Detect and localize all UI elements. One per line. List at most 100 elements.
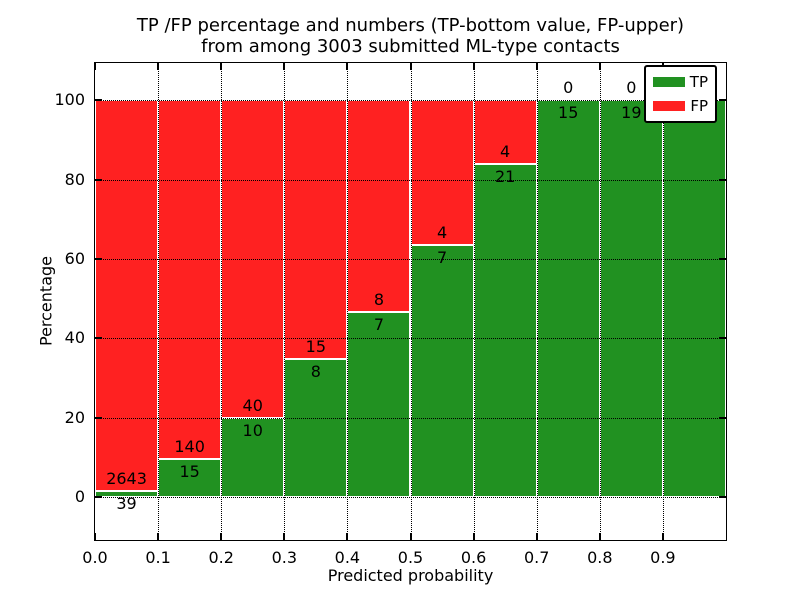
legend-entry-fp: FP [646,96,715,115]
bar-segment-fp [410,100,474,245]
x-tick-mark [157,63,160,70]
x-gridline [536,63,538,540]
fp-count-label: 0 [626,78,637,98]
tp-count-label: 21 [494,166,516,186]
tp-count-label: 15 [558,103,579,123]
bar-segment-tp [662,100,726,497]
x-gridline [599,63,601,540]
x-tick-mark [409,533,412,540]
y-tick-label: 100 [54,90,85,110]
x-gridline [347,63,349,540]
y-tick-label: 0 [74,487,85,506]
x-tick-mark [598,533,601,540]
x-gridline [473,63,475,540]
y-tick-mark [95,99,102,102]
y-tick-label: 60 [64,248,85,268]
fp-count-label: 140 [174,436,205,456]
y-tick-mark [719,178,726,181]
chart-title-line1: TP /FP percentage and numbers (TP-bottom… [136,15,685,36]
x-tick-mark [661,533,664,540]
x-tick-mark [94,533,96,540]
x-tick-mark [535,63,538,70]
y-tick-mark [719,496,726,498]
x-tick-label: 0.2 [208,548,234,567]
bar-segment-tp [410,244,474,497]
legend-swatch-tp-icon [653,77,685,87]
x-tick-mark [472,533,475,540]
chart-title: TP /FP percentage and numbers (TP-bottom… [95,15,726,57]
x-tick-mark [220,63,223,70]
y-tick-mark [719,99,726,102]
x-tick-mark [94,63,96,70]
grid-layer [95,63,726,540]
tp-count-label: 19 [621,103,642,123]
x-gridline [410,63,412,540]
x-tick-mark [283,533,286,540]
bar-segment-fp [95,100,159,492]
y-tick-label: 20 [64,407,85,427]
x-gridline [221,63,223,540]
x-tick-mark [346,63,349,70]
x-tick-mark [220,533,223,540]
tp-count-label: 8 [310,362,321,382]
x-axis-label: Predicted probability [327,566,494,585]
legend-label-tp: TP [689,72,708,91]
ticks-layer: 0.0 0.1 0.2 0.3 0.4 0.5 0.6 0.7 0.8 0.9 0 20 40 60 80 1… [54,63,726,567]
bar-segment-fp [473,100,537,164]
chart-title-line2: from among 3003 submitted ML-type contac… [201,36,620,57]
x-tick-mark [535,533,538,540]
bar-segment-tp [221,417,285,497]
legend-swatch-fp-icon [653,101,685,111]
tp-count-label: 7 [373,314,385,334]
fp-count-label: 2643 [106,469,147,489]
x-tick-label: 0.1 [145,548,171,567]
x-tick-label: 0.3 [271,548,298,567]
bar-segment-tp [599,100,663,497]
x-tick-label: 0.5 [397,548,424,567]
bar-segment-fp [347,100,411,312]
fp-count-label: 15 [305,337,327,357]
x-tick-mark [409,63,412,70]
bar-segment-tp [536,100,600,497]
x-tick-label: 0.4 [334,548,361,567]
y-tick-label: 80 [64,169,85,189]
x-tick-mark [598,63,601,70]
legend-label-fp: FP [690,96,708,115]
x-tick-label: 0.6 [460,548,487,567]
y-tick-label: 40 [64,328,85,348]
tp-count-label: 7 [436,247,448,267]
y-tick-mark [719,257,726,260]
x-tick-label: 0.0 [82,548,108,567]
bar-segment-fp [158,100,222,459]
x-gridline [158,63,160,540]
tp-count-label: 10 [242,420,263,440]
y-tick-mark [95,496,102,498]
bar-segment-tp [284,359,348,497]
x-tick-label: 0.9 [650,548,676,567]
fp-count-label: 8 [373,289,385,309]
bar-segment-tp [473,163,537,497]
tp-count-label: 15 [179,461,200,481]
x-tick-mark [283,63,286,70]
y-tick-mark [95,257,102,260]
bar-segment-fp [284,100,348,360]
y-tick-mark [95,416,102,419]
x-tick-label: 0.7 [523,548,550,567]
bar-segment-tp [95,491,159,497]
fp-count-label: 40 [242,395,263,415]
legend-entry-tp: TP [646,72,715,91]
plot-area: 264339140154010158874742101501908 0.00.1… [54,62,727,567]
fp-count-label: 4 [500,141,511,161]
bars-layer [95,63,726,540]
fp-count-label: 4 [436,222,448,242]
tp-count-label: 39 [116,494,137,514]
x-tick-mark [472,63,475,70]
x-gridline [284,63,286,540]
bar-segment-tp [347,311,411,497]
fp-count-label: 0 [563,78,574,98]
y-tick-mark [719,416,726,419]
x-tick-mark [157,533,160,540]
x-gridline [662,63,664,540]
x-tick-label: 0.8 [587,548,613,567]
